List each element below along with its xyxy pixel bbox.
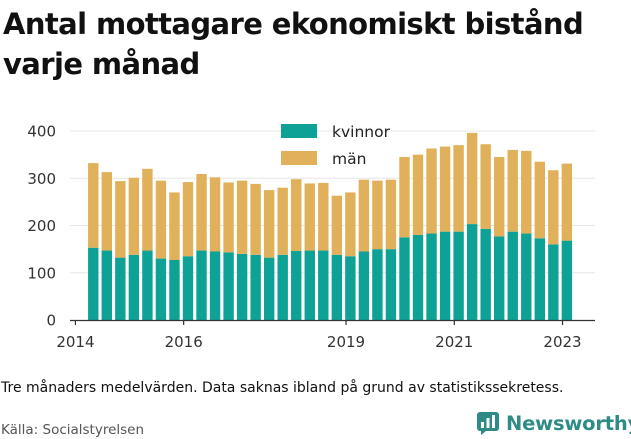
bar-kvinnor <box>196 250 207 320</box>
bar-man <box>358 179 370 252</box>
bar-man <box>318 182 329 251</box>
bar-kvinnor <box>426 233 437 320</box>
bar-man <box>426 148 437 234</box>
bar-man <box>561 163 573 241</box>
newsworthy-logo-icon <box>477 412 499 435</box>
bar-kvinnor <box>250 254 261 320</box>
bar-man <box>453 145 464 232</box>
bar-kvinnor <box>372 249 383 320</box>
x-axis: 2014 2016 2019 2021 2023 <box>56 319 595 351</box>
x-tick-label: 2021 <box>435 333 473 351</box>
y-tick-label: 100 <box>27 264 56 282</box>
bar-man <box>155 180 167 259</box>
bar-man <box>291 179 302 252</box>
x-tick-label: 2016 <box>165 333 203 351</box>
bar-man <box>223 182 234 253</box>
x-tick-label: 2023 <box>543 333 581 351</box>
bar-kvinnor <box>412 234 424 320</box>
bar-kvinnor <box>101 250 113 320</box>
y-axis: 0 100 200 300 400 <box>27 123 56 330</box>
bar-kvinnor <box>453 231 464 320</box>
x-tick-label: 2019 <box>327 333 365 351</box>
bar-man <box>521 150 532 234</box>
legend-swatch <box>281 124 317 138</box>
bar-kvinnor <box>277 254 288 320</box>
chart-legend: kvinnor män <box>281 123 391 168</box>
bar-kvinnor <box>561 240 573 320</box>
bar-man <box>236 180 248 254</box>
bar-kvinnor <box>182 256 194 320</box>
bar-kvinnor <box>236 253 248 320</box>
bar-series <box>88 132 573 320</box>
bar-kvinnor <box>304 250 315 320</box>
bar-man <box>385 179 397 250</box>
bar-kvinnor <box>223 252 234 320</box>
bar-man <box>169 192 180 260</box>
bar-man <box>182 182 194 257</box>
bar-man <box>548 170 559 245</box>
bar-man <box>277 187 288 255</box>
bar-man <box>115 181 126 258</box>
bar-kvinnor <box>263 257 275 320</box>
bar-kvinnor <box>534 238 545 320</box>
bar-man <box>88 163 99 248</box>
bar-kvinnor <box>88 247 99 320</box>
bar-kvinnor <box>209 251 221 320</box>
legend-label: kvinnor <box>332 123 391 141</box>
bar-man <box>412 154 424 235</box>
bar-kvinnor <box>385 249 397 320</box>
bar-man <box>439 146 451 232</box>
bar-man <box>399 156 410 238</box>
legend-label: män <box>332 150 366 168</box>
bar-kvinnor <box>358 251 370 320</box>
bar-kvinnor <box>142 250 153 320</box>
bar-kvinnor <box>169 259 180 320</box>
bar-kvinnor <box>155 258 167 320</box>
bar-man <box>304 183 315 251</box>
bar-kvinnor <box>318 250 329 320</box>
bar-man <box>507 149 518 232</box>
chart-title: Antal mottagare ekonomiskt bistånd varje… <box>3 7 584 81</box>
bar-kvinnor <box>399 237 410 320</box>
bar-kvinnor <box>345 256 356 320</box>
x-tick-label: 2014 <box>56 333 94 351</box>
stacked-bar-chart: 0 100 200 300 400 2014 2016 2019 2021 2023 kvinn… <box>27 123 595 351</box>
bar-kvinnor <box>115 257 126 320</box>
bar-kvinnor <box>521 233 532 320</box>
bar-kvinnor <box>291 251 302 320</box>
source-note: Källa: Socialstyrelsen <box>1 422 145 438</box>
bar-kvinnor <box>466 224 478 320</box>
y-tick-label: 400 <box>27 123 56 141</box>
bar-man <box>494 156 505 237</box>
bar-man <box>466 132 478 225</box>
bar-man <box>101 172 113 251</box>
bar-kvinnor <box>507 231 518 320</box>
chart-footnote: Tre månaders medelvärden. Data saknas ib… <box>1 380 564 396</box>
bar-kvinnor <box>480 228 491 320</box>
bar-man <box>345 192 356 257</box>
y-tick-label: 0 <box>46 312 56 330</box>
bar-man <box>372 180 383 250</box>
bar-man <box>196 173 207 251</box>
y-tick-label: 300 <box>27 170 56 188</box>
logo-text: Newsworthy <box>506 411 631 435</box>
bar-kvinnor <box>331 254 343 320</box>
newsworthy-logo[interactable]: Newsworthy <box>476 409 631 437</box>
bar-kvinnor <box>439 231 451 320</box>
bar-man <box>480 144 491 229</box>
bar-man <box>534 161 545 239</box>
bar-man <box>128 177 140 255</box>
bar-man <box>331 195 343 255</box>
legend-swatch <box>281 151 317 165</box>
bar-kvinnor <box>128 254 140 320</box>
bar-man <box>263 190 275 258</box>
bar-kvinnor <box>548 244 559 320</box>
bar-kvinnor <box>494 236 505 320</box>
bar-man <box>250 183 261 255</box>
bar-man <box>209 177 221 252</box>
bar-man <box>142 168 153 251</box>
y-tick-label: 200 <box>27 217 56 235</box>
